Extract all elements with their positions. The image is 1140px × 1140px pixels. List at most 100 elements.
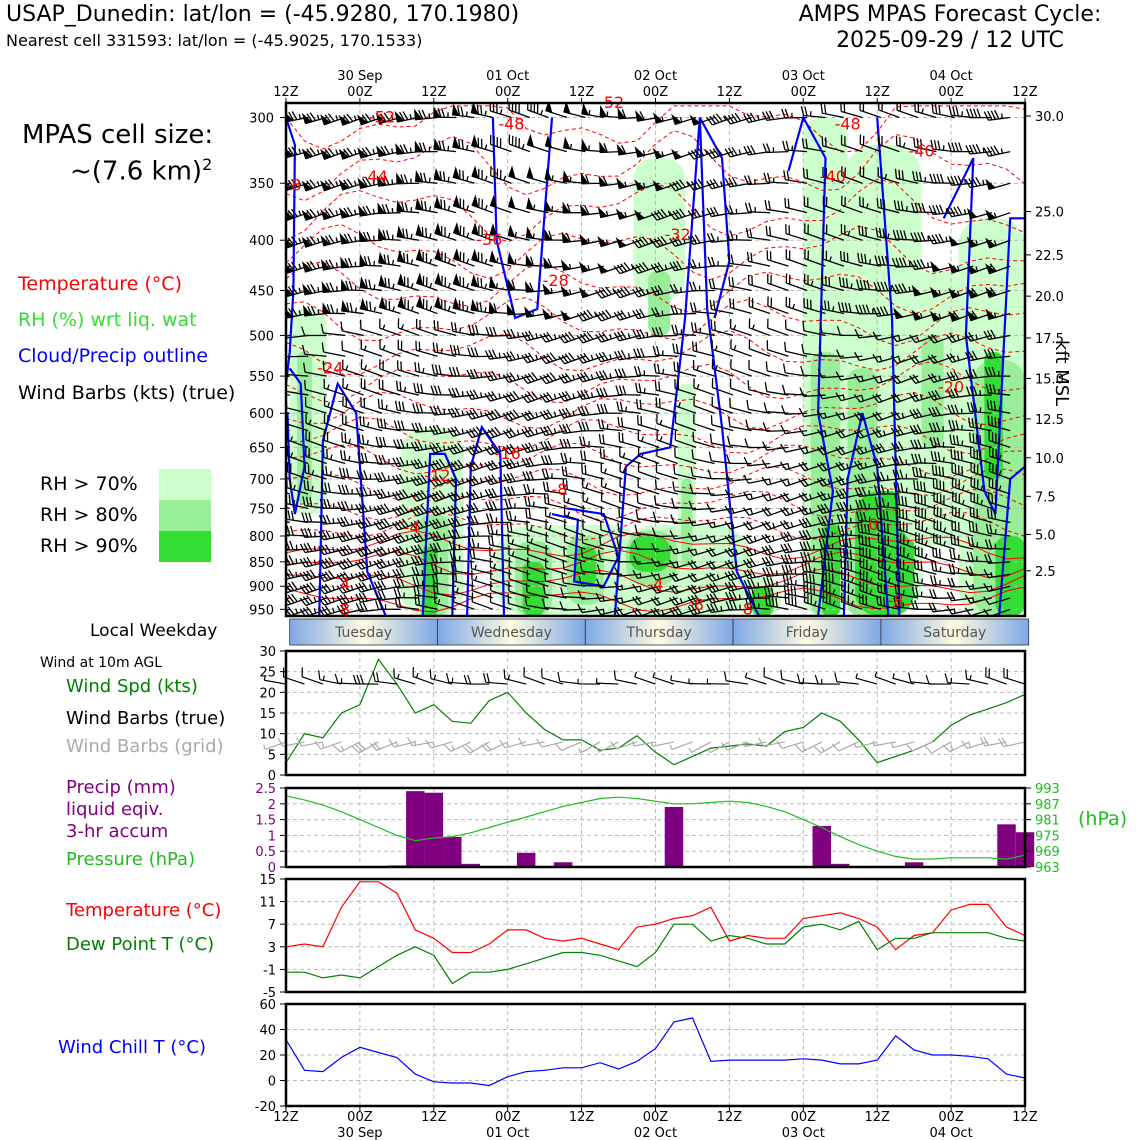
barb-staff (489, 544, 512, 550)
barb-full (306, 595, 314, 604)
barb-staff (914, 475, 937, 480)
barb-full (724, 582, 731, 592)
profile-barb (873, 471, 900, 482)
barb-full (709, 207, 716, 217)
profile-barb (669, 605, 697, 616)
profile-barb (525, 508, 549, 524)
barb-full (330, 304, 335, 314)
barb-half (387, 475, 390, 481)
barb-full (750, 568, 756, 578)
barb-full (487, 445, 495, 455)
barb-full (872, 444, 879, 454)
barb-full (469, 503, 476, 513)
barb-full (706, 594, 713, 604)
barb-half (735, 549, 739, 555)
barb-full (825, 539, 830, 549)
barb-half (429, 305, 433, 312)
barb-staff (286, 548, 309, 551)
barb-staff (360, 405, 383, 414)
barb-full (361, 570, 369, 580)
barb-full (708, 278, 712, 289)
barb-staff (766, 370, 789, 377)
barb-full (469, 490, 476, 500)
cloud-outline-7 (491, 117, 554, 320)
barb-half (372, 180, 375, 186)
barb-full (561, 408, 568, 418)
barb-full (579, 311, 587, 321)
profile-barb (321, 281, 346, 294)
barb-flag (301, 148, 313, 160)
profile-barb (878, 544, 900, 563)
barb-flag (377, 202, 386, 215)
barb-half (642, 150, 646, 156)
barb-full (358, 582, 365, 592)
barb-half (316, 149, 320, 155)
barb-full (561, 466, 565, 476)
barb-full (507, 486, 513, 496)
profile-barb (725, 600, 752, 611)
barb-staff (730, 368, 752, 377)
barb-half (516, 429, 520, 435)
profile-barb (466, 368, 493, 380)
barb-full (909, 334, 917, 344)
barb-full (912, 466, 916, 477)
barb-half (492, 552, 496, 558)
barb-staff (618, 573, 641, 577)
profile-barb (743, 112, 771, 124)
barb-full (872, 429, 879, 438)
barb-staff (730, 387, 752, 396)
barb-full (618, 368, 623, 378)
profile-barb (858, 593, 882, 610)
barb-full (324, 544, 332, 554)
barb-full (377, 472, 383, 482)
barb-full (343, 179, 350, 189)
barb-full (931, 103, 934, 114)
barb-half (535, 354, 538, 360)
barb-full (779, 478, 787, 487)
barb-full (373, 535, 381, 544)
barb-staff (526, 591, 549, 599)
barb-full (321, 596, 329, 605)
barb-staff (711, 151, 734, 159)
barb-half (498, 393, 501, 399)
profile-barb (877, 582, 900, 599)
barb-full (467, 527, 472, 537)
barb-full (321, 606, 328, 615)
barb-full (436, 584, 439, 594)
barb-full (584, 464, 587, 475)
barb-full (912, 170, 916, 181)
profile-barb (909, 259, 937, 271)
barb-full (820, 477, 827, 486)
barb-flag (397, 295, 405, 310)
profile-barb (909, 408, 937, 420)
barb-full (803, 552, 808, 562)
barb-full (694, 594, 701, 603)
barb-full (322, 360, 325, 371)
profile-barb (467, 527, 493, 537)
barb-half (498, 446, 502, 452)
barb-flag (471, 248, 479, 263)
barb-half (391, 259, 395, 265)
barb-full (393, 588, 398, 598)
barb-half (713, 521, 716, 528)
profile-barb (489, 194, 512, 214)
barb-full (913, 424, 919, 434)
profile-barb (780, 554, 808, 565)
barb-full (465, 410, 473, 420)
barb-full (396, 578, 402, 588)
barb-full (362, 486, 368, 496)
barb-full (821, 527, 827, 538)
barb-full (502, 374, 510, 383)
barb-staff (638, 486, 660, 495)
barb-full (324, 558, 332, 567)
barb-staff (508, 334, 530, 340)
rh-shading (289, 117, 1025, 616)
barb-half (921, 108, 924, 114)
barb-flag (652, 112, 664, 124)
barb-staff (360, 328, 383, 337)
barb-half (831, 519, 834, 525)
profile-barb (672, 343, 697, 357)
barb-full (784, 108, 790, 119)
profile-barb (434, 272, 457, 292)
barb-full (287, 606, 295, 615)
